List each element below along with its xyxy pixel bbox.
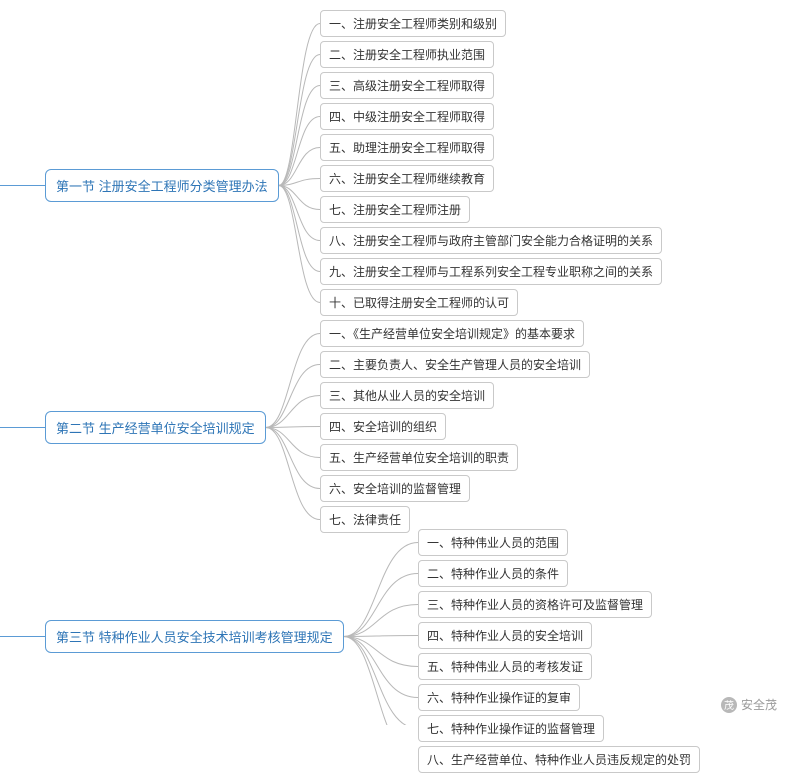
leaf-label: 四、特种作业人员的安全培训: [427, 629, 583, 643]
leaf-label: 一、注册安全工程师类别和级别: [329, 17, 497, 31]
leaf-label: 六、安全培训的监督管理: [329, 482, 461, 496]
leaf-label: 七、法律责任: [329, 513, 401, 527]
leaf-node-1-6: 六、注册安全工程师继续教育: [320, 165, 494, 192]
leaf-label: 五、特种伟业人员的考核发证: [427, 660, 583, 674]
leaf-label: 三、高级注册安全工程师取得: [329, 79, 485, 93]
leaf-label: 八、生产经营单位、特种作业人员违反规定的处罚: [427, 753, 691, 767]
leaf-node-3-4: 四、特种作业人员的安全培训: [418, 622, 592, 649]
leaf-node-2-6: 六、安全培训的监督管理: [320, 475, 470, 502]
leaf-node-2-3: 三、其他从业人员的安全培训: [320, 382, 494, 409]
leaf-label: 三、特种作业人员的资格许可及监督管理: [427, 598, 643, 612]
leaf-label: 二、主要负责人、安全生产管理人员的安全培训: [329, 358, 581, 372]
leaf-node-2-7: 七、法律责任: [320, 506, 410, 533]
leaf-label: 三、其他从业人员的安全培训: [329, 389, 485, 403]
leaf-node-1-4: 四、中级注册安全工程师取得: [320, 103, 494, 130]
section-node-2: 第二节 生产经营单位安全培训规定: [45, 411, 266, 444]
leaf-node-3-3: 三、特种作业人员的资格许可及监督管理: [418, 591, 652, 618]
leaf-label: 二、特种作业人员的条件: [427, 567, 559, 581]
leaf-node-1-7: 七、注册安全工程师注册: [320, 196, 470, 223]
section-label: 第二节 生产经营单位安全培训规定: [56, 421, 255, 436]
leaf-label: 四、中级注册安全工程师取得: [329, 110, 485, 124]
leaf-node-3-6: 六、特种作业操作证的复审: [418, 684, 580, 711]
leaf-label: 二、注册安全工程师执业范围: [329, 48, 485, 62]
section-node-1: 第一节 注册安全工程师分类管理办法: [45, 169, 279, 202]
watermark-icon: 茂: [721, 697, 737, 713]
leaf-node-2-2: 二、主要负责人、安全生产管理人员的安全培训: [320, 351, 590, 378]
leaf-node-2-5: 五、生产经营单位安全培训的职责: [320, 444, 518, 471]
section-node-3: 第三节 特种作业人员安全技术培训考核管理规定: [45, 620, 344, 653]
watermark: 茂 安全茂: [721, 696, 777, 713]
section-label: 第三节 特种作业人员安全技术培训考核管理规定: [56, 630, 333, 645]
leaf-node-3-1: 一、特种伟业人员的范围: [418, 529, 568, 556]
leaf-node-3-2: 二、特种作业人员的条件: [418, 560, 568, 587]
leaf-node-1-8: 八、注册安全工程师与政府主管部门安全能力合格证明的关系: [320, 227, 662, 254]
leaf-node-3-8: 八、生产经营单位、特种作业人员违反规定的处罚: [418, 746, 700, 773]
leaf-label: 十、已取得注册安全工程师的认可: [329, 296, 509, 310]
leaf-node-1-1: 一、注册安全工程师类别和级别: [320, 10, 506, 37]
section-label: 第一节 注册安全工程师分类管理办法: [56, 179, 268, 194]
leaf-label: 八、注册安全工程师与政府主管部门安全能力合格证明的关系: [329, 234, 653, 248]
leaf-label: 五、生产经营单位安全培训的职责: [329, 451, 509, 465]
leaf-label: 一、《生产经营单位安全培训规定》的基本要求: [329, 327, 575, 341]
leaf-label: 四、安全培训的组织: [329, 420, 437, 434]
leaf-label: 九、注册安全工程师与工程系列安全工程专业职称之间的关系: [329, 265, 653, 279]
leaf-node-1-10: 十、已取得注册安全工程师的认可: [320, 289, 518, 316]
leaf-label: 七、特种作业操作证的监督管理: [427, 722, 595, 736]
leaf-node-1-9: 九、注册安全工程师与工程系列安全工程专业职称之间的关系: [320, 258, 662, 285]
leaf-label: 六、注册安全工程师继续教育: [329, 172, 485, 186]
leaf-node-1-5: 五、助理注册安全工程师取得: [320, 134, 494, 161]
leaf-node-1-2: 二、注册安全工程师执业范围: [320, 41, 494, 68]
leaf-node-2-4: 四、安全培训的组织: [320, 413, 446, 440]
leaf-label: 一、特种伟业人员的范围: [427, 536, 559, 550]
leaf-label: 六、特种作业操作证的复审: [427, 691, 571, 705]
leaf-label: 五、助理注册安全工程师取得: [329, 141, 485, 155]
mindmap-root: 第一节 注册安全工程师分类管理办法 一、注册安全工程师类别和级别二、注册安全工程师…: [0, 0, 795, 725]
watermark-text: 安全茂: [741, 696, 777, 713]
leaf-label: 七、注册安全工程师注册: [329, 203, 461, 217]
leaf-node-2-1: 一、《生产经营单位安全培训规定》的基本要求: [320, 320, 584, 347]
leaf-node-3-5: 五、特种伟业人员的考核发证: [418, 653, 592, 680]
leaf-node-1-3: 三、高级注册安全工程师取得: [320, 72, 494, 99]
leaf-node-3-7: 七、特种作业操作证的监督管理: [418, 715, 604, 742]
